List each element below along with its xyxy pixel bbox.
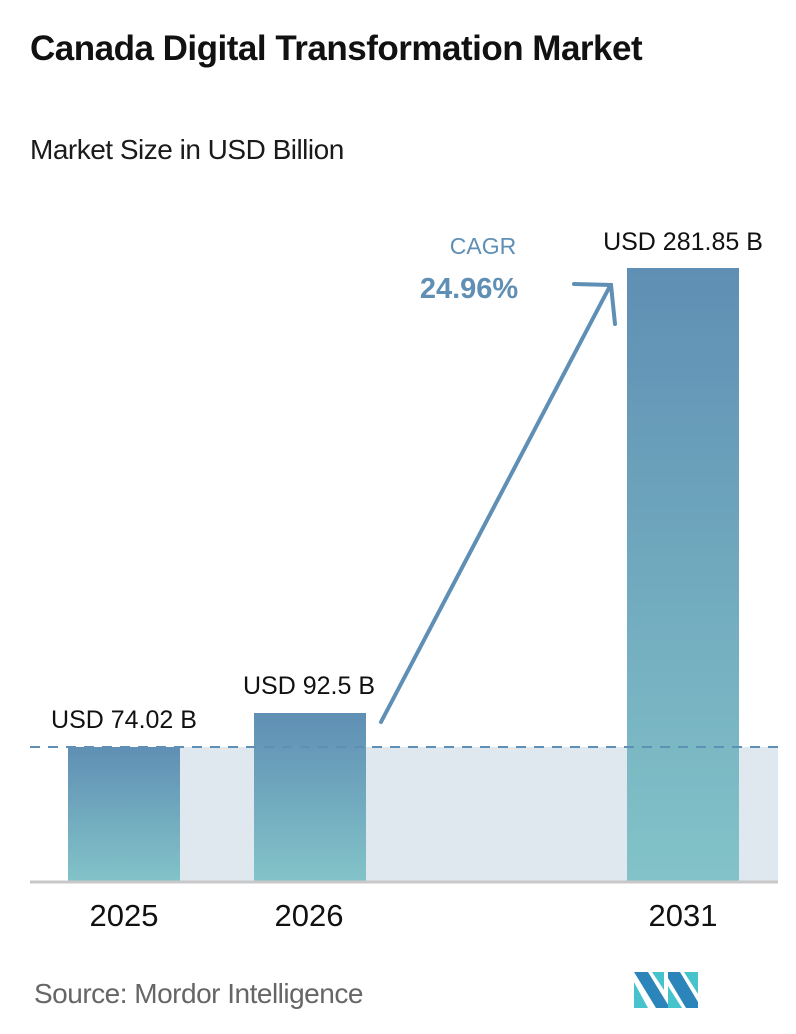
cagr-value: 24.96%: [420, 273, 519, 305]
category-2026: 2026: [275, 898, 344, 933]
cagr-arrow-icon: [379, 282, 617, 724]
category-2031: 2031: [649, 898, 718, 933]
label-2031: USD 281.85 B: [603, 228, 763, 256]
bar-2031: [627, 268, 739, 881]
category-2025: 2025: [90, 898, 159, 933]
chart-title: Canada Digital Transformation Market: [30, 29, 643, 68]
source-text: Source: Mordor Intelligence: [34, 978, 363, 1009]
bar-2025: [68, 747, 180, 881]
mordor-intelligence-logo-icon: [634, 972, 698, 1008]
label-2025: USD 74.02 B: [51, 706, 197, 734]
chart-subtitle: Market Size in USD Billion: [30, 134, 344, 165]
label-2026: USD 92.5 B: [243, 672, 375, 700]
cagr-label: CAGR: [450, 233, 516, 259]
bar-2026: [254, 713, 366, 881]
